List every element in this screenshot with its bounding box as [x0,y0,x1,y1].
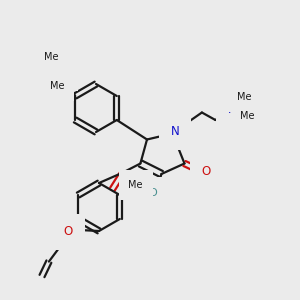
Text: O: O [202,165,211,178]
Text: N: N [170,125,179,139]
Text: Me: Me [50,81,64,92]
Text: Me: Me [128,180,143,190]
Text: H: H [135,188,143,199]
Text: Me: Me [240,111,255,121]
Text: O: O [148,188,158,199]
Text: O: O [64,225,73,239]
Text: Me: Me [237,92,251,102]
Text: N: N [227,103,236,116]
Text: Me: Me [44,52,58,62]
Text: N: N [57,66,66,79]
